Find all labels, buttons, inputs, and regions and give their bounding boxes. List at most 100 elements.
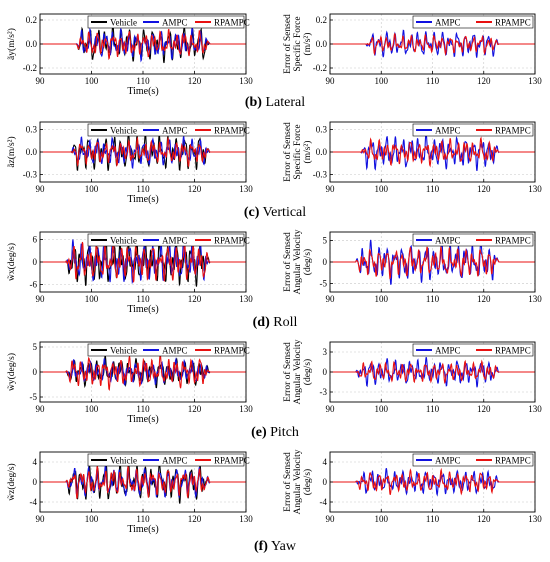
y-axis-label-line: Angular Velocity: [293, 449, 303, 514]
legend-label-vehicle: Vehicle: [110, 236, 137, 246]
x-tick-label: 90: [326, 76, 336, 86]
y-tick-label: -0.2: [313, 63, 327, 73]
y-tick-label: 0: [323, 367, 328, 377]
y-axis-label-line: Angular Velocity: [293, 339, 303, 404]
series-line-rpampc: [330, 136, 535, 168]
x-tick-label: 90: [326, 514, 336, 524]
y-tick-label: 0.2: [316, 15, 327, 25]
x-tick-label: 120: [477, 514, 491, 524]
caption-d: (d) Roll: [0, 315, 550, 331]
x-tick-label: 110: [426, 514, 440, 524]
legend-box: [412, 123, 534, 137]
x-tick-label: 100: [85, 76, 99, 86]
chart-d-right: 90 100 110 120 130 -5 0 5 Error of SensedAngular…: [282, 229, 542, 304]
y-axis-label: Error of SensedSpecific Force(m/s²): [282, 14, 313, 74]
caption-e-text: Pitch: [270, 425, 299, 440]
x-tick-label: 90: [326, 294, 336, 304]
y-axis-label: Error of SensedAngular Velocity(deg/s): [282, 449, 313, 514]
y-tick-label: 0.0: [26, 147, 38, 157]
y-tick-label: 0.0: [316, 147, 328, 157]
legend-label-ampc: AMPC: [162, 346, 188, 356]
y-tick-label: 0: [323, 477, 328, 487]
x-tick-label: 120: [188, 294, 202, 304]
x-tick-label: 120: [477, 76, 491, 86]
series-line-rpampc: [40, 240, 246, 283]
x-tick-label: 100: [375, 514, 389, 524]
x-tick-label: 130: [528, 404, 542, 414]
legend-label-ampc: AMPC: [435, 236, 461, 246]
legend-label-vehicle: Vehicle: [110, 126, 137, 136]
y-tick-label: 0.0: [316, 39, 328, 49]
x-tick-label: 90: [326, 184, 336, 194]
legend-box: [412, 15, 534, 29]
y-axis-label-line: (deg/s): [302, 249, 313, 275]
caption-d-letter: (d): [252, 315, 270, 330]
series-line-rpampc: [330, 33, 535, 56]
x-tick-label: 120: [477, 404, 491, 414]
y-axis-label-line: (m/s²): [302, 33, 313, 56]
x-tick-label: 90: [36, 294, 46, 304]
y-tick-label: 0: [323, 257, 328, 267]
x-tick-label: 110: [426, 184, 440, 194]
y-tick-label: -6: [30, 280, 38, 290]
y-axis-label-line: w̃z(deg/s): [6, 463, 17, 500]
y-axis-label: Error of SensedSpecific Force(m/s²): [282, 122, 313, 182]
y-tick-label: -0.3: [23, 170, 38, 180]
x-tick-label: 130: [528, 514, 542, 524]
y-axis-label-line: (deg/s): [302, 359, 313, 385]
legend-label-rpampc: RPAMPC: [495, 346, 531, 356]
legend-label-rpampc: RPAMPC: [495, 126, 531, 136]
caption-c-text: Vertical: [262, 205, 307, 220]
chart-f-left: 90 100 110 120 130 -4 0 4 Time(s) w̃z(deg/s) Vehic…: [6, 451, 253, 535]
y-axis-label-line: w̃x(deg/s): [6, 243, 17, 281]
legend-label-ampc: AMPC: [162, 18, 188, 28]
y-axis-label: w̃x(deg/s): [6, 243, 17, 281]
y-tick-label: -4: [30, 497, 38, 507]
legend-box: [412, 453, 534, 467]
y-tick-label: 3: [323, 347, 328, 357]
y-tick-label: -3: [320, 387, 328, 397]
x-tick-label: 110: [136, 514, 150, 524]
legend-label-ampc: AMPC: [435, 456, 461, 466]
x-tick-label: 130: [528, 76, 542, 86]
series-line-rpampc: [330, 467, 535, 496]
y-axis-label-line: (m/s²): [302, 141, 313, 164]
caption-f-letter: (f): [253, 539, 268, 554]
x-tick-label: 110: [136, 294, 150, 304]
x-tick-label: 120: [188, 404, 202, 414]
x-tick-label: 110: [136, 404, 150, 414]
x-tick-label: 130: [239, 294, 253, 304]
legend-label-rpampc: RPAMPC: [495, 456, 531, 466]
y-axis-label-line: w̃y(deg/s): [6, 353, 17, 391]
x-tick-label: 90: [36, 184, 46, 194]
x-tick-label: 110: [426, 404, 440, 414]
y-axis-label: w̃z(deg/s): [6, 463, 17, 500]
y-tick-label: -0.3: [313, 170, 328, 180]
y-tick-label: -4: [320, 497, 328, 507]
legend-label-ampc: AMPC: [162, 456, 188, 466]
series-line-rpampc: [40, 136, 246, 168]
y-axis-label: Error of SensedAngular Velocity(deg/s): [282, 229, 313, 294]
x-tick-label: 120: [477, 184, 491, 194]
caption-c: (c) Vertical: [0, 205, 550, 221]
legend-box: [87, 453, 245, 467]
x-axis-label: Time(s): [127, 86, 158, 97]
x-axis-label: Time(s): [127, 524, 158, 535]
legend-label-rpampc: RPAMPC: [495, 18, 531, 28]
y-tick-label: 0.0: [26, 39, 38, 49]
y-axis-label-line: Specific Force: [292, 16, 303, 71]
caption-d-text: Roll: [273, 315, 298, 330]
x-axis-label: Time(s): [127, 304, 158, 315]
caption-b-letter: (b): [244, 95, 262, 110]
x-tick-label: 110: [426, 294, 440, 304]
legend-label-ampc: AMPC: [162, 126, 188, 136]
y-axis-label: w̃y(deg/s): [6, 353, 17, 391]
legend-label-rpampc: RPAMPC: [214, 18, 250, 28]
x-tick-label: 100: [375, 404, 389, 414]
x-tick-label: 100: [375, 76, 389, 86]
x-tick-label: 90: [36, 76, 46, 86]
x-tick-label: 110: [426, 76, 440, 86]
x-tick-label: 100: [85, 294, 99, 304]
